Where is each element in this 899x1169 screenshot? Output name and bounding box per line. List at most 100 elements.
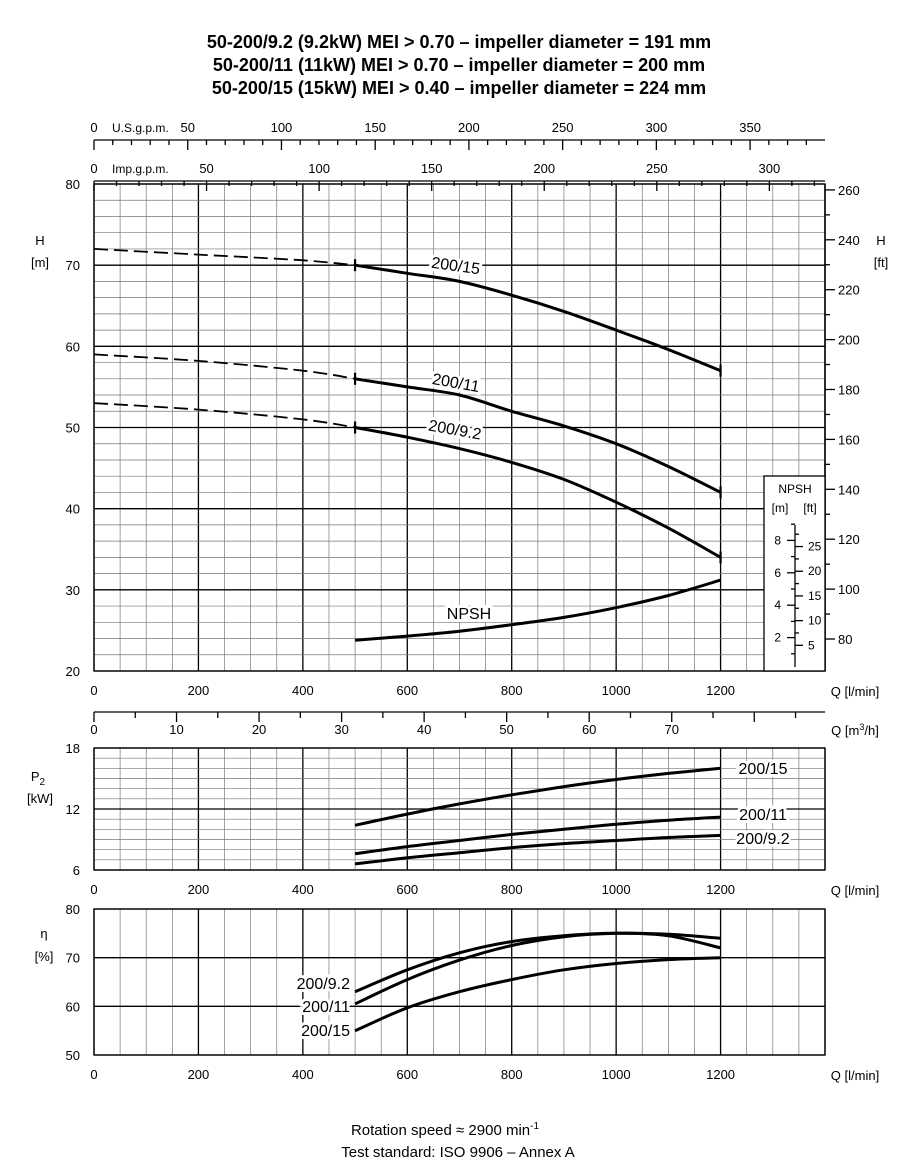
axes-layer: [93, 139, 835, 1056]
head-label-200-9-2: 200/9.2: [427, 418, 483, 444]
npsh-box-m-label: 4: [774, 598, 781, 612]
head-right-tick-label: 120: [838, 532, 860, 547]
power-label-200-9-2: 200/9.2: [736, 831, 789, 848]
power-curve-20092: [354, 833, 721, 866]
npsh-box-m-label: 2: [774, 631, 781, 645]
m3h-axis-label-exponent: 3: [859, 722, 864, 732]
npsh-box-ft-label: 15: [808, 589, 822, 603]
eff-label-200-9-2: 200/9.2: [297, 976, 350, 993]
eff-label-200-15: 200/15: [301, 1023, 350, 1040]
m3h-tick-label: 10: [169, 722, 183, 737]
usgpm-tick-label: 350: [739, 120, 761, 135]
power-curve-20015: [354, 766, 721, 827]
eff-q-tick-label: 800: [501, 1067, 523, 1082]
power-label-200-11: 200/11: [739, 807, 787, 824]
head-curve-20015-dashed: [93, 248, 356, 267]
rotation-speed-exponent: -1: [530, 1121, 539, 1132]
power-y-axis-letter: P: [31, 769, 40, 784]
power-q-tick-label: 0: [90, 882, 97, 897]
npsh-box-ft-label: 5: [808, 638, 815, 652]
power-q-tick-label: 800: [501, 882, 523, 897]
head-y-axis-label: H: [35, 233, 44, 248]
impgpm-axis-label: Imp.g.p.m.: [112, 162, 169, 176]
eff-curve-20011: [354, 931, 721, 1006]
power-q-tick-label: 1200: [706, 882, 735, 897]
head-right-tick-label: 160: [838, 432, 860, 447]
head-curve-20092-dashed: [93, 402, 356, 429]
eff-q-tick-label: 200: [188, 1067, 210, 1082]
power-q-tick-label: 200: [188, 882, 210, 897]
title-line-3: 50-200/15 (15kW) MEI > 0.40 – impeller d…: [212, 78, 706, 98]
head-right-tick-label: 200: [838, 333, 860, 348]
npsh-box-title: NPSH: [778, 482, 811, 496]
impgpm-tick-label: 300: [759, 161, 781, 176]
m3h-axis-label-suffix: /h]: [864, 723, 878, 738]
m3h-tick-label: 50: [499, 722, 513, 737]
head-y-tick-label: 80: [66, 177, 80, 192]
power-label-200-15: 200/15: [739, 761, 788, 778]
impgpm-tick-label: 250: [646, 161, 668, 176]
usgpm-axis-label: U.S.g.p.m.: [112, 121, 169, 135]
test-standard: Test standard: ISO 9906 – Annex A: [341, 1144, 575, 1161]
eff-q-tick-label: 600: [396, 1067, 418, 1082]
head-right-tick-label: 260: [838, 183, 860, 198]
head-q-tick-label: 400: [292, 683, 314, 698]
eff-y-axis-label: η: [40, 926, 47, 941]
usgpm-tick-label: 0: [90, 120, 97, 135]
power-frame: [93, 747, 826, 871]
rotation-speed-text: Rotation speed ≈ 2900 min: [351, 1122, 530, 1139]
head-right-tick-label: 80: [838, 632, 852, 647]
head-q-tick-label: 600: [396, 683, 418, 698]
eff-y-tick-label: 70: [66, 951, 80, 966]
head-right-axis-unit: [ft]: [874, 255, 888, 270]
power-y-tick-label: 12: [66, 802, 80, 817]
curves-layer: [93, 248, 722, 1033]
m3h-axis-label: Q [m3/h]: [831, 722, 879, 738]
eff-label-200-11: 200/11: [302, 999, 350, 1016]
power-y-axis-subscript: 2: [40, 777, 46, 788]
head-right-tick-label: 180: [838, 383, 860, 398]
head-q-axis-label: Q [l/min]: [831, 684, 879, 699]
usgpm-tick-label: 200: [458, 120, 480, 135]
power-curve-20011: [354, 815, 721, 856]
eff-y-tick-label: 80: [66, 902, 80, 917]
power-q-tick-label: 400: [292, 882, 314, 897]
m3h-tick-label: 30: [334, 722, 348, 737]
usgpm-tick-label: 250: [552, 120, 574, 135]
eff-q-tick-label: 400: [292, 1067, 314, 1082]
head-y-axis-unit: [m]: [31, 255, 49, 270]
head-right-axis-label: H: [876, 233, 885, 248]
head-label-200-15: 200/15: [430, 255, 481, 279]
eff-q-tick-label: 1000: [602, 1067, 631, 1082]
head-curve-20011-dashed: [93, 353, 356, 380]
eff-q-axis-label: Q [l/min]: [831, 1068, 879, 1083]
eff-y-tick-label: 50: [66, 1048, 80, 1063]
head-curve-20015-solid: [354, 263, 722, 373]
title-line-2: 50-200/11 (11kW) MEI > 0.70 – impeller d…: [213, 55, 705, 75]
head-y-tick-label: 50: [66, 421, 80, 436]
power-y-axis-label: P2: [31, 769, 46, 788]
eff-q-tick-label: 1200: [706, 1067, 735, 1082]
impgpm-tick-label: 200: [533, 161, 555, 176]
head-curve-20092-solid: [354, 426, 722, 559]
impgpm-tick-label: 100: [308, 161, 330, 176]
impgpm-tick-label: 0: [90, 161, 97, 176]
head-curve-NPSH: [354, 578, 722, 642]
head-right-tick-label: 140: [838, 482, 860, 497]
head-curve-20011-solid: [354, 377, 722, 494]
head-q-tick-label: 800: [501, 683, 523, 698]
usgpm-tick-label: 100: [271, 120, 293, 135]
npsh-box-ft-label: 10: [808, 614, 822, 628]
head-y-tick-label: 60: [66, 339, 80, 354]
usgpm-tick-label: 50: [180, 120, 194, 135]
chart-footer: Rotation speed ≈ 2900 min-1 Test standar…: [341, 1121, 575, 1161]
npsh-box-m-label: 8: [774, 533, 781, 547]
head-y-tick-label: 70: [66, 258, 80, 273]
head-q-tick-label: 1000: [602, 683, 631, 698]
npsh-box-ft-label: 25: [808, 540, 822, 554]
head-y-tick-label: 20: [66, 664, 80, 679]
head-right-tick-label: 240: [838, 233, 860, 248]
title-line-1: 50-200/9.2 (9.2kW) MEI > 0.70 – impeller…: [207, 32, 711, 52]
npsh-box-m-label: 6: [774, 566, 781, 580]
